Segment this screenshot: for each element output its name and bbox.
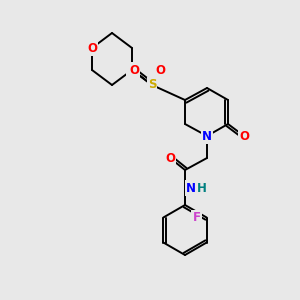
Text: N: N: [202, 130, 212, 142]
Text: F: F: [193, 211, 201, 224]
Text: N: N: [186, 182, 196, 194]
Text: O: O: [165, 152, 175, 164]
Text: S: S: [148, 79, 156, 92]
Text: O: O: [129, 64, 139, 77]
Text: O: O: [155, 64, 165, 77]
Text: N: N: [127, 64, 137, 76]
Text: H: H: [197, 182, 207, 194]
Text: O: O: [239, 130, 249, 142]
Text: O: O: [87, 41, 97, 55]
